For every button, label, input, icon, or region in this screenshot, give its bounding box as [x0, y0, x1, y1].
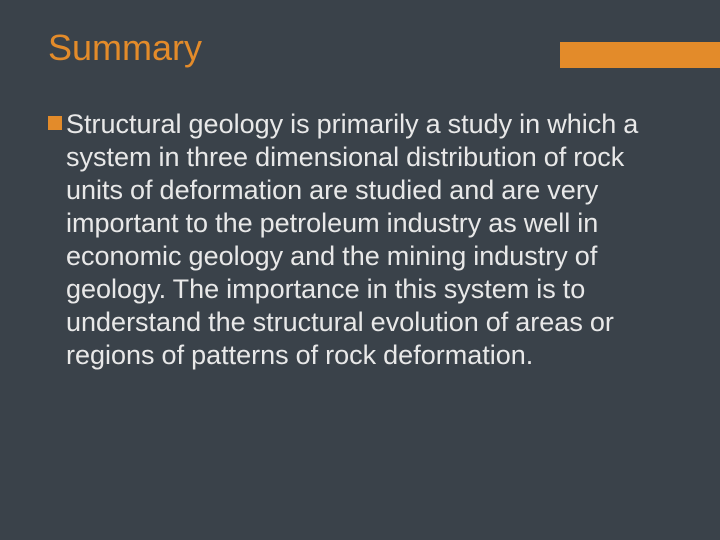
title-region: Summary [48, 28, 672, 86]
bullet-item: Structural geology is primarily a study … [48, 108, 672, 372]
slide: Summary Structural geology is primarily … [0, 0, 720, 540]
slide-title: Summary [48, 28, 672, 68]
bullet-text: Structural geology is primarily a study … [66, 108, 672, 372]
square-bullet-icon [48, 116, 62, 130]
